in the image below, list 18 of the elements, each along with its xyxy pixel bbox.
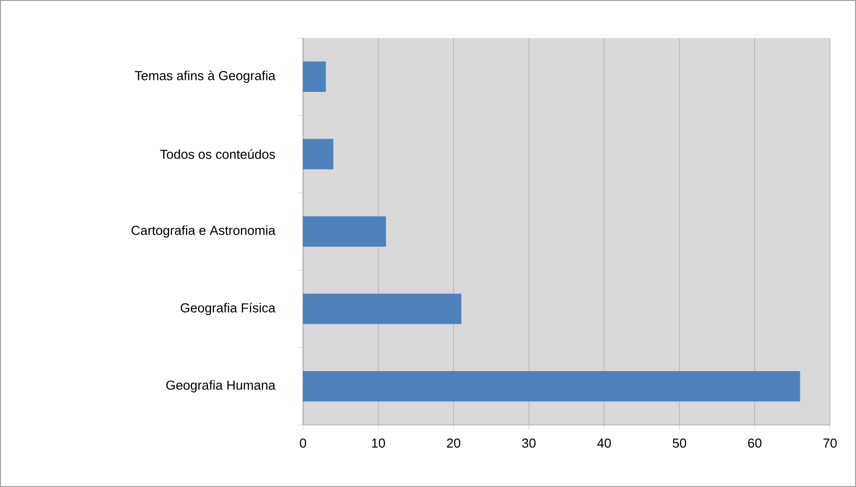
bar xyxy=(302,371,800,402)
x-tick-label: 10 xyxy=(372,438,386,448)
y-tick-label: Temas afins à Geografia xyxy=(134,70,276,83)
y-tick-label: Todos os conteúdos xyxy=(160,149,275,159)
x-tick-label: 20 xyxy=(447,438,460,448)
y-tick-label: Geografia Humana xyxy=(166,380,276,392)
bar xyxy=(302,294,462,324)
y-tick-label: Cartografia e Astronomia xyxy=(132,225,276,238)
bar xyxy=(302,61,326,92)
x-tick-label: 50 xyxy=(672,438,686,448)
x-tick-label: 70 xyxy=(823,438,837,448)
x-tick-label: 0 xyxy=(300,438,306,448)
bar xyxy=(302,216,386,247)
bar xyxy=(302,138,334,170)
x-tick-label: 30 xyxy=(522,438,536,448)
x-tick-label: 40 xyxy=(597,438,611,448)
y-tick-label: Geografia Física xyxy=(180,302,276,316)
x-tick-label: 60 xyxy=(748,438,762,448)
